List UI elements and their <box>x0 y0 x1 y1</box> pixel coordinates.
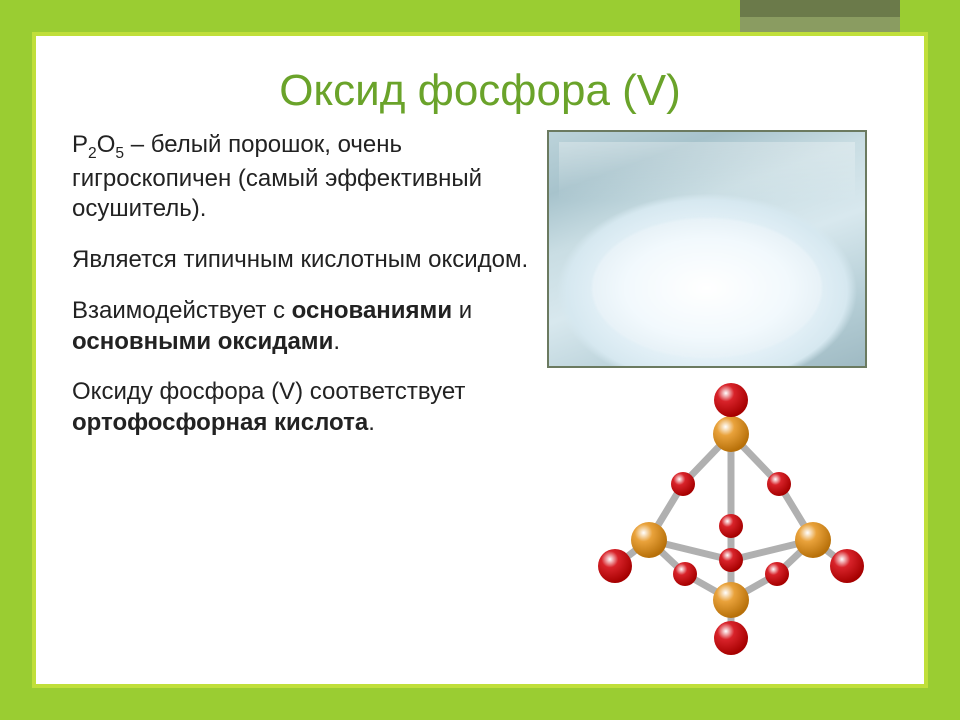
text-column: P2O5 – белый порошок, очень гигроскопиче… <box>72 130 529 439</box>
p3-strong-2: основными оксидами <box>72 328 333 355</box>
p3-part-a: Взаимодействует с <box>72 297 292 324</box>
p3-part-c: . <box>333 328 340 355</box>
slide-title: Оксид фосфора (V) <box>72 66 888 116</box>
p3-strong-1: основаниями <box>292 297 452 324</box>
p4-part-a: Оксиду фосфора (V) соответствует <box>72 378 465 405</box>
formula-O: O <box>97 131 116 158</box>
molecule-diagram <box>591 380 871 660</box>
paragraph-3: Взаимодействует с основаниями и основным… <box>72 296 529 357</box>
image-column <box>547 130 888 439</box>
p4-strong-1: ортофосфорная кислота <box>72 409 368 436</box>
content-row: P2O5 – белый порошок, очень гигроскопиче… <box>72 130 888 439</box>
powder-photo <box>547 130 867 368</box>
paragraph-2: Является типичным кислотным оксидом. <box>72 245 529 276</box>
formula-sub2: 2 <box>88 145 97 162</box>
formula-P: P <box>72 131 88 158</box>
p3-part-b: и <box>452 297 472 324</box>
paragraph-1-text: – белый порошок, очень гигроскопичен (са… <box>72 131 482 222</box>
paragraph-1: P2O5 – белый порошок, очень гигроскопиче… <box>72 130 529 225</box>
paragraph-4: Оксиду фосфора (V) соответствует ортофос… <box>72 377 529 438</box>
p4-part-b: . <box>368 409 375 436</box>
slide-frame: Оксид фосфора (V) P2O5 – белый порошок, … <box>32 32 928 688</box>
formula-sub5: 5 <box>115 145 124 162</box>
